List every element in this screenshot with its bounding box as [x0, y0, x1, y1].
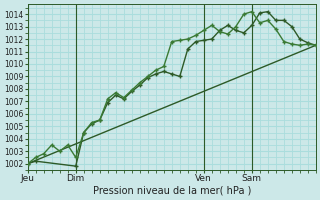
X-axis label: Pression niveau de la mer( hPa ): Pression niveau de la mer( hPa ) — [92, 186, 251, 196]
